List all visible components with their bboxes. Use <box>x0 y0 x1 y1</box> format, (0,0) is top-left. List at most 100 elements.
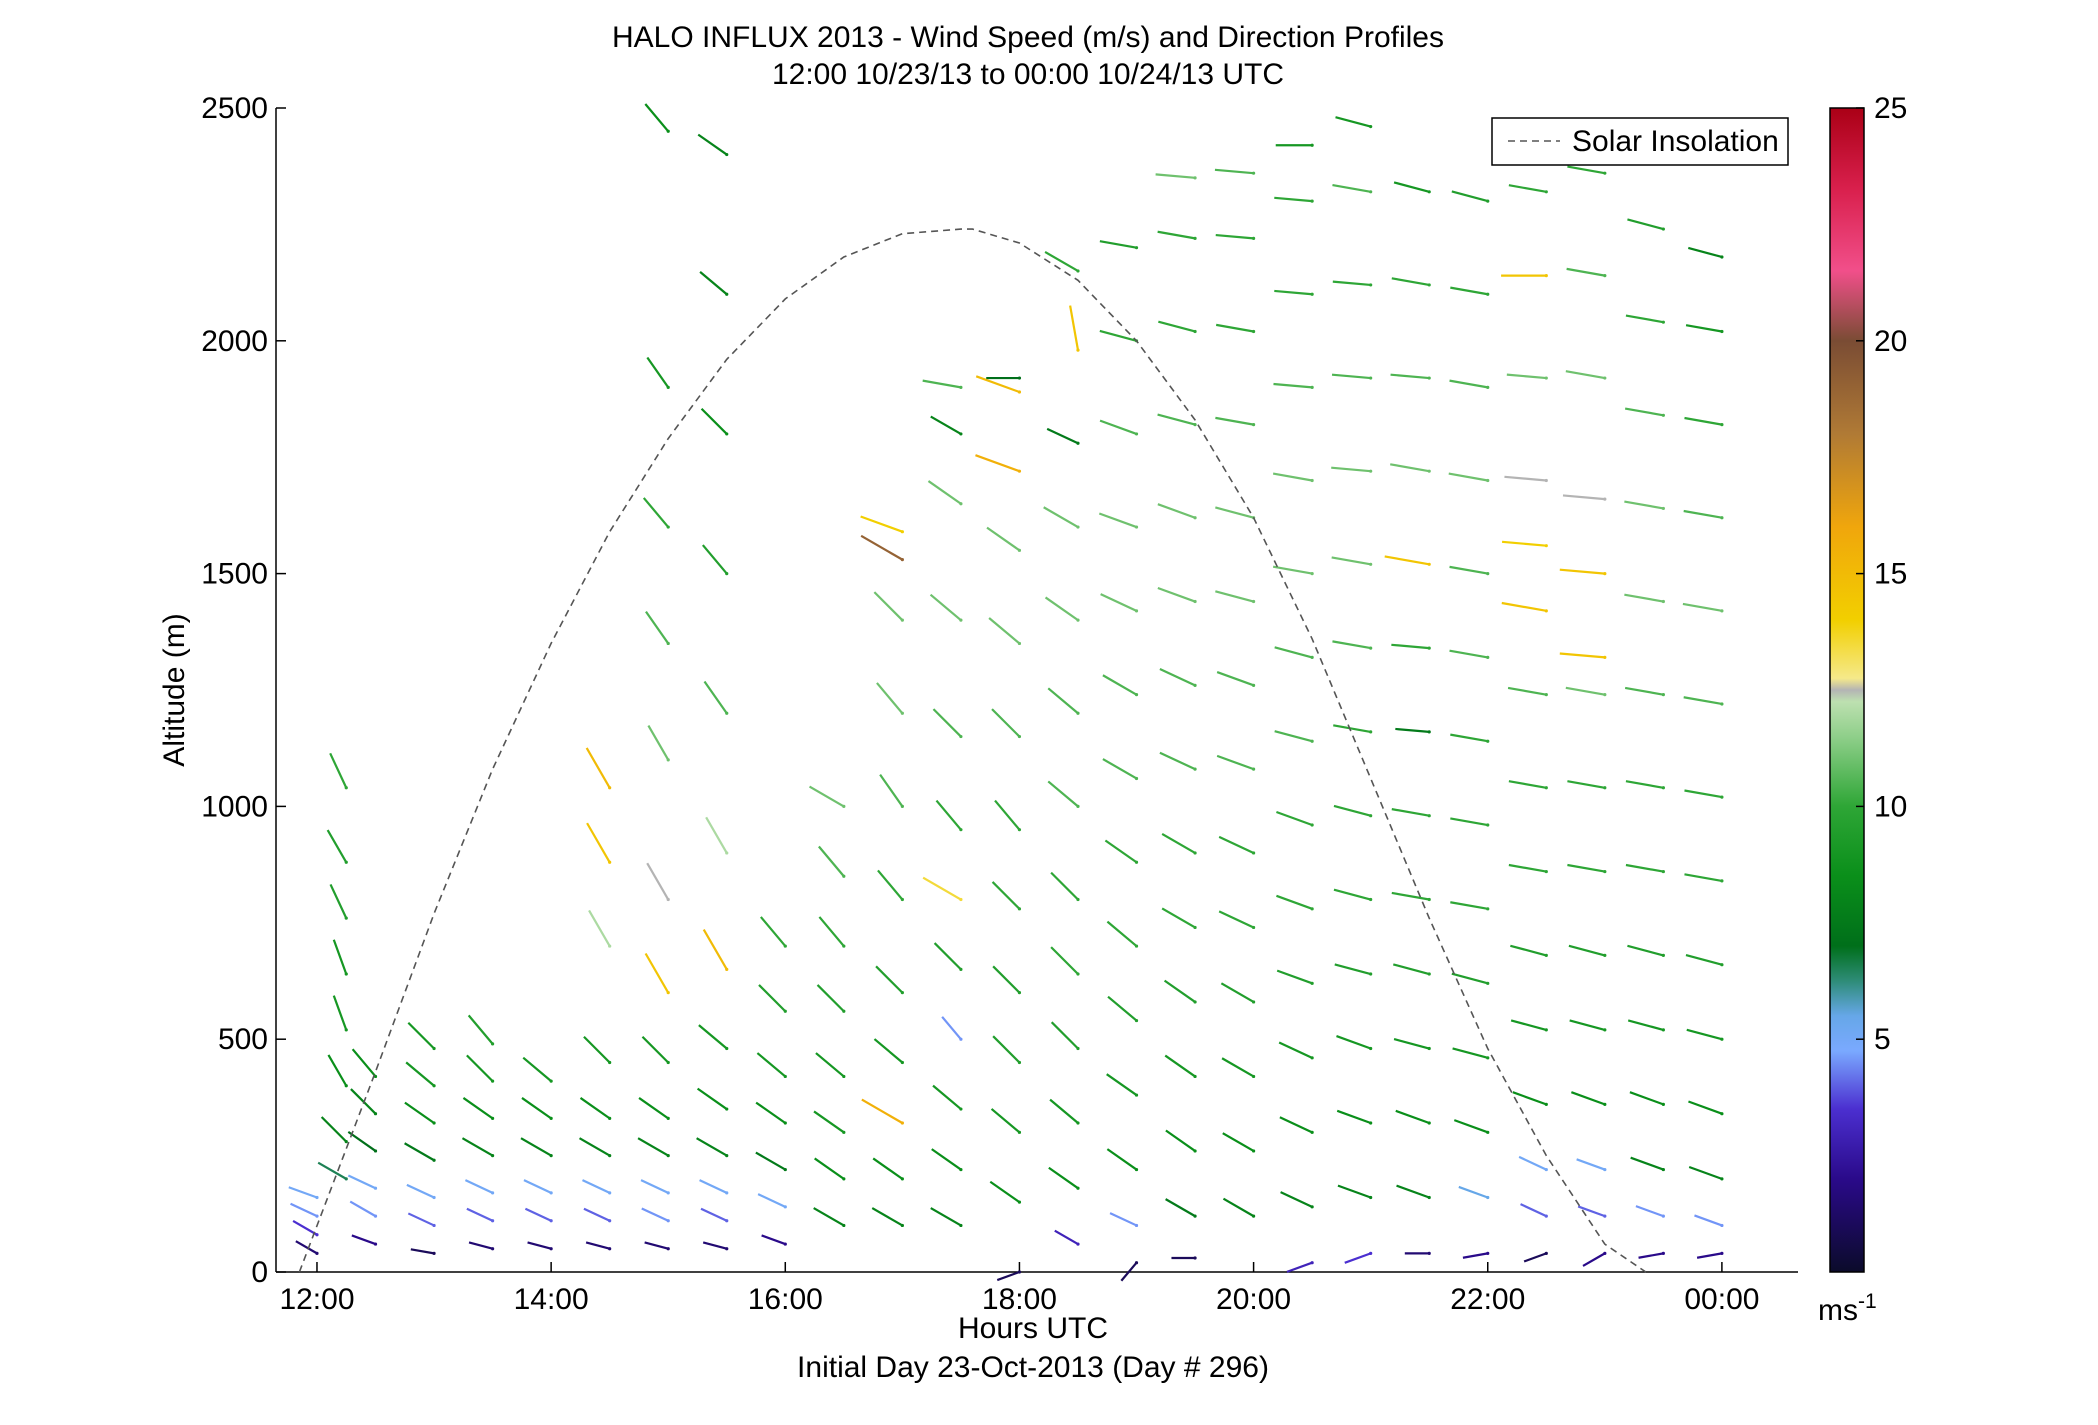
wind-barb <box>332 939 348 975</box>
wind-barb-dot <box>1076 804 1080 809</box>
wind-barb <box>1120 1261 1138 1282</box>
wind-barb-dot <box>666 1154 670 1158</box>
wind-barb-dot <box>1544 869 1548 874</box>
wind-barb <box>1280 1191 1313 1208</box>
wind-barb-dot <box>1369 1195 1373 1200</box>
wind-barb <box>818 916 845 947</box>
wind-barb-dot <box>1603 1214 1607 1218</box>
wind-barb-dot <box>1427 897 1431 902</box>
wind-barb-dot <box>1661 786 1665 790</box>
wind-barb-dot <box>725 292 729 296</box>
wind-barb-dot <box>1369 1121 1373 1125</box>
wind-barb <box>332 995 348 1031</box>
wind-barb-dot <box>1544 1214 1548 1218</box>
wind-barb <box>578 1137 611 1157</box>
wind-barb <box>1044 596 1079 622</box>
wind-barb <box>996 1270 1020 1282</box>
wind-barb-dot <box>1661 413 1665 417</box>
wind-barb-dot <box>900 1060 904 1065</box>
wind-barb-dot <box>783 944 787 948</box>
wind-barb-dot <box>1310 1261 1314 1265</box>
wind-barb <box>1337 1184 1372 1199</box>
wind-barb-dot <box>666 525 670 529</box>
wind-barb <box>317 1161 347 1180</box>
wind-barb <box>1635 1205 1664 1218</box>
wind-barb-dot <box>1134 1223 1139 1228</box>
wind-barb-dot <box>1076 897 1080 902</box>
wind-barb-dot <box>315 1233 319 1237</box>
wind-barb <box>941 1016 962 1040</box>
wind-barb <box>404 1142 435 1162</box>
wind-barb-dot <box>900 711 904 715</box>
wind-barb <box>1688 1165 1723 1180</box>
wind-barb-dot <box>1427 283 1431 287</box>
wind-barb-dot <box>1076 1242 1080 1246</box>
wind-barb <box>1450 901 1488 910</box>
wind-barb <box>755 1151 786 1171</box>
wind-barb-dot <box>1017 469 1022 473</box>
wind-barb <box>1109 1212 1137 1227</box>
wind-barb-dot <box>1251 925 1256 930</box>
wind-barb-dot <box>608 1191 612 1195</box>
wind-barb-dot <box>344 860 348 864</box>
wind-barb-dot <box>1017 1130 1022 1134</box>
wind-barb <box>1274 196 1313 203</box>
wind-barb <box>861 1098 903 1124</box>
wind-barb <box>1274 289 1313 296</box>
wind-barb-dot <box>666 1191 670 1195</box>
wind-barb <box>1625 314 1664 324</box>
wind-barb <box>1278 1041 1313 1059</box>
wind-barb <box>644 952 670 994</box>
wind-barb <box>1157 503 1196 519</box>
wind-barb <box>588 909 611 947</box>
wind-barb <box>1099 329 1137 342</box>
wind-barb <box>1449 379 1488 389</box>
wind-barb <box>1629 1091 1664 1106</box>
wind-barb <box>288 1186 318 1199</box>
wind-barb-dot <box>1310 823 1314 827</box>
wind-barb <box>815 1052 845 1078</box>
wind-barb <box>1218 835 1255 854</box>
wind-barb <box>1222 1132 1255 1152</box>
wind-barb <box>860 534 903 561</box>
wind-barb <box>1216 754 1254 771</box>
wind-barb-dot <box>373 1149 378 1153</box>
wind-barb <box>935 799 962 831</box>
wind-barb <box>1576 1158 1606 1171</box>
wind-barb <box>347 1131 377 1152</box>
wind-barb-dot <box>344 786 348 790</box>
wind-barb-dot <box>1544 478 1548 483</box>
wind-barb-dot <box>1310 1130 1314 1134</box>
wind-barb-dot <box>1134 432 1139 436</box>
wind-barb-dot <box>1193 1214 1197 1218</box>
wind-barb-dot <box>1193 599 1197 604</box>
wind-barb <box>1336 1035 1372 1050</box>
wind-barb-dot <box>725 1107 729 1111</box>
wind-barb-dot <box>1603 1251 1607 1255</box>
wind-barb-dot <box>1486 385 1490 389</box>
wind-barb <box>1107 995 1138 1022</box>
wind-barb-dot <box>608 944 612 948</box>
wind-barb-dot <box>1369 1046 1373 1051</box>
wind-barb <box>1332 640 1371 650</box>
wind-barb <box>1684 873 1723 882</box>
wind-barb <box>1501 540 1547 547</box>
wind-barb-dot <box>1310 655 1314 660</box>
colorbar-tick-label: 25 <box>1874 92 1907 125</box>
wind-barb-dot <box>1603 376 1607 380</box>
wind-barb-dot <box>1369 469 1373 473</box>
wind-barb <box>930 1207 962 1227</box>
wind-barb-dot <box>1310 981 1314 985</box>
wind-barb <box>1694 1214 1723 1227</box>
wind-barb <box>1106 1148 1138 1171</box>
wind-barb-dot <box>1603 953 1607 957</box>
wind-barb <box>1508 184 1547 193</box>
wind-barb <box>1518 1155 1547 1171</box>
wind-barb <box>1334 963 1371 976</box>
wind-barb <box>1624 407 1664 417</box>
wind-barb-dot <box>959 1167 963 1172</box>
wind-barb-dot <box>1251 236 1256 240</box>
wind-barb-dot <box>1076 525 1080 529</box>
y-tick-label: 0 <box>251 1256 268 1289</box>
wind-barb-dot <box>725 432 729 436</box>
